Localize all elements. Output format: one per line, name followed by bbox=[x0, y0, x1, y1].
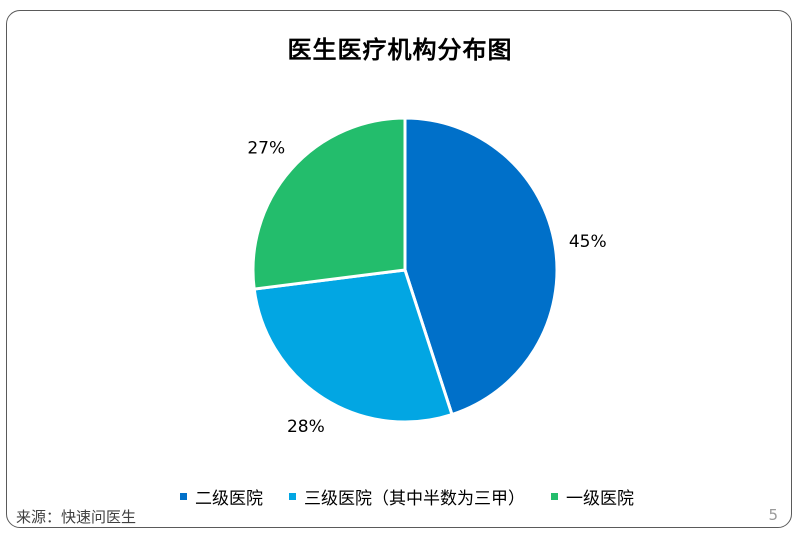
legend-label: 二级医院 bbox=[195, 489, 263, 509]
legend-item-secondary-hospital: 二级医院 bbox=[180, 484, 263, 509]
slice-data-label: 27% bbox=[247, 139, 285, 159]
slice-data-label: 45% bbox=[569, 232, 607, 252]
page-number: 5 bbox=[768, 506, 778, 524]
pie-slice bbox=[403, 116, 559, 417]
pie-slice bbox=[252, 268, 454, 424]
chart-legend: 二级医院 三级医院（其中半数为三甲） 一级医院 bbox=[180, 484, 660, 509]
legend-label: 一级医院 bbox=[566, 489, 634, 509]
legend-swatch bbox=[551, 493, 558, 500]
legend-swatch bbox=[180, 493, 187, 500]
chart-title: 医生医疗机构分布图 bbox=[287, 36, 513, 64]
legend-item-primary-hospital: 一级医院 bbox=[551, 484, 634, 509]
pie-slice bbox=[251, 116, 407, 291]
legend-swatch bbox=[289, 493, 296, 500]
legend-label: 三级医院（其中半数为三甲） bbox=[304, 489, 525, 509]
legend-item-tertiary-hospital: 三级医院（其中半数为三甲） bbox=[289, 484, 525, 509]
source-note: 来源：快速问医生 bbox=[16, 508, 137, 526]
slice-data-label: 28% bbox=[287, 417, 325, 437]
slide-frame bbox=[6, 10, 792, 528]
